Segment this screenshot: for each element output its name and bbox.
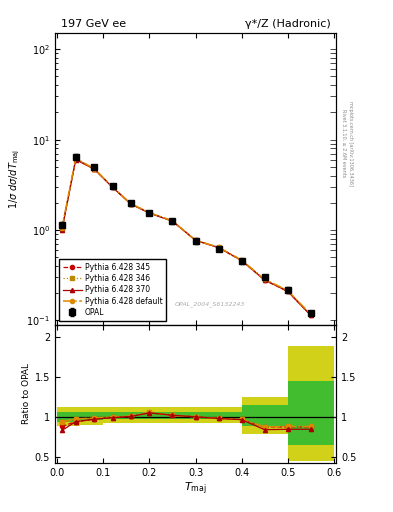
Pythia 6.428 370 bbox=[92, 166, 97, 172]
Text: Rivet 3.1.10, ≥ 2.6M events: Rivet 3.1.10, ≥ 2.6M events bbox=[341, 109, 346, 178]
Pythia 6.428 370 bbox=[262, 277, 267, 283]
Y-axis label: $1/\sigma\;d\sigma/dT_\mathrm{maj}$: $1/\sigma\;d\sigma/dT_\mathrm{maj}$ bbox=[8, 149, 22, 209]
Pythia 6.428 345 bbox=[110, 184, 115, 190]
Pythia 6.428 370 bbox=[147, 210, 152, 216]
Pythia 6.428 default bbox=[262, 276, 267, 283]
Pythia 6.428 default bbox=[147, 209, 152, 216]
Pythia 6.428 370 bbox=[129, 201, 133, 207]
Pythia 6.428 345 bbox=[262, 277, 267, 283]
Pythia 6.428 370 bbox=[216, 245, 221, 251]
Pythia 6.428 345 bbox=[92, 166, 97, 172]
Pythia 6.428 370 bbox=[193, 237, 198, 243]
Text: mcplots.cern.ch [arXiv:1306.3436]: mcplots.cern.ch [arXiv:1306.3436] bbox=[348, 101, 353, 186]
Pythia 6.428 346 bbox=[60, 225, 64, 231]
Pythia 6.428 default bbox=[73, 155, 78, 161]
Pythia 6.428 370 bbox=[170, 218, 175, 224]
Pythia 6.428 346 bbox=[216, 244, 221, 250]
Pythia 6.428 345 bbox=[147, 210, 152, 216]
Legend: Pythia 6.428 345, Pythia 6.428 346, Pythia 6.428 370, Pythia 6.428 default, OPAL: Pythia 6.428 345, Pythia 6.428 346, Pyth… bbox=[59, 259, 166, 321]
Pythia 6.428 default bbox=[193, 237, 198, 243]
Pythia 6.428 345 bbox=[170, 218, 175, 224]
Pythia 6.428 346 bbox=[262, 276, 267, 283]
Line: Pythia 6.428 346: Pythia 6.428 346 bbox=[60, 156, 313, 316]
Pythia 6.428 346 bbox=[285, 287, 290, 293]
Pythia 6.428 346 bbox=[170, 218, 175, 224]
Pythia 6.428 346 bbox=[73, 155, 78, 161]
Pythia 6.428 345 bbox=[216, 245, 221, 251]
Pythia 6.428 default bbox=[216, 244, 221, 250]
Pythia 6.428 default bbox=[285, 287, 290, 293]
Pythia 6.428 370 bbox=[73, 157, 78, 163]
Line: Pythia 6.428 370: Pythia 6.428 370 bbox=[60, 158, 313, 317]
Pythia 6.428 346 bbox=[239, 257, 244, 263]
Pythia 6.428 370 bbox=[60, 227, 64, 233]
Pythia 6.428 345 bbox=[239, 258, 244, 264]
Pythia 6.428 345 bbox=[73, 156, 78, 162]
Pythia 6.428 default bbox=[60, 225, 64, 231]
Pythia 6.428 346 bbox=[193, 237, 198, 243]
Pythia 6.428 346 bbox=[147, 209, 152, 216]
Pythia 6.428 346 bbox=[92, 165, 97, 172]
Pythia 6.428 370 bbox=[110, 184, 115, 190]
Line: Pythia 6.428 default: Pythia 6.428 default bbox=[60, 156, 313, 316]
Pythia 6.428 default bbox=[92, 165, 97, 172]
X-axis label: $T_\mathrm{maj}$: $T_\mathrm{maj}$ bbox=[184, 481, 207, 497]
Pythia 6.428 default bbox=[129, 201, 133, 207]
Pythia 6.428 345 bbox=[285, 288, 290, 294]
Pythia 6.428 default bbox=[309, 311, 313, 317]
Pythia 6.428 345 bbox=[309, 312, 313, 318]
Line: Pythia 6.428 345: Pythia 6.428 345 bbox=[60, 157, 313, 317]
Pythia 6.428 370 bbox=[309, 312, 313, 318]
Text: γ*/Z (Hadronic): γ*/Z (Hadronic) bbox=[245, 19, 331, 29]
Pythia 6.428 346 bbox=[309, 311, 313, 317]
Text: 197 GeV ee: 197 GeV ee bbox=[61, 19, 126, 29]
Text: OPAL_2004_S6132243: OPAL_2004_S6132243 bbox=[174, 302, 245, 307]
Pythia 6.428 345 bbox=[129, 201, 133, 207]
Pythia 6.428 370 bbox=[239, 258, 244, 264]
Pythia 6.428 346 bbox=[129, 201, 133, 207]
Pythia 6.428 345 bbox=[60, 226, 64, 232]
Pythia 6.428 default bbox=[110, 184, 115, 190]
Pythia 6.428 default bbox=[239, 257, 244, 263]
Pythia 6.428 default bbox=[170, 218, 175, 224]
Pythia 6.428 346 bbox=[110, 184, 115, 190]
Pythia 6.428 345 bbox=[193, 237, 198, 243]
Y-axis label: Ratio to OPAL: Ratio to OPAL bbox=[22, 364, 31, 424]
Pythia 6.428 370 bbox=[285, 288, 290, 294]
